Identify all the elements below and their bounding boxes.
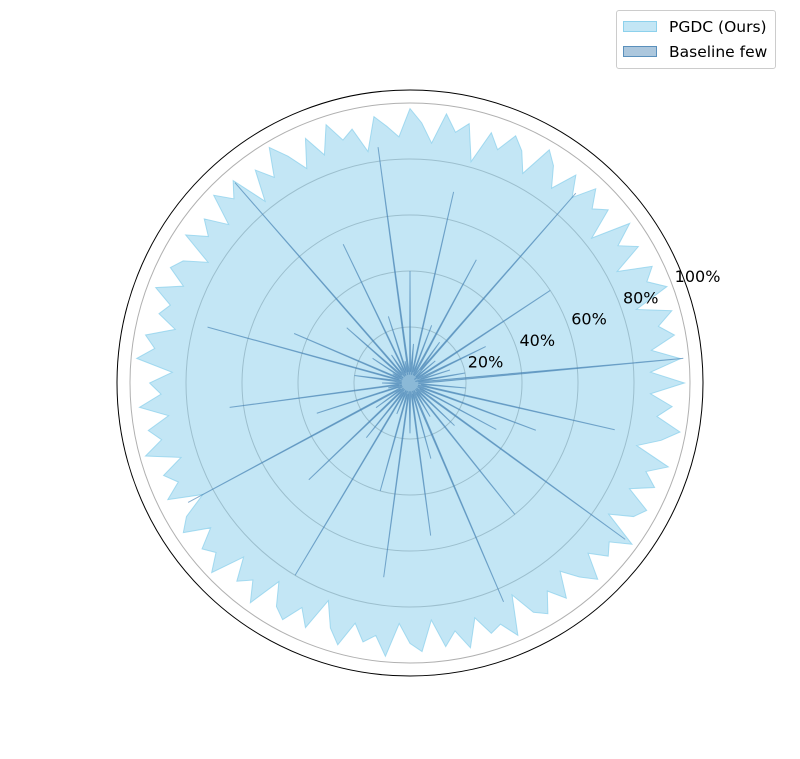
legend: PGDC (Ours) Baseline few xyxy=(616,10,777,69)
legend-label-baseline: Baseline few xyxy=(669,42,768,61)
legend-item-pgdc: PGDC (Ours) xyxy=(623,14,767,39)
legend-item-baseline: Baseline few xyxy=(623,39,767,64)
grid-circle-5 xyxy=(129,102,691,664)
legend-label-pgdc: PGDC (Ours) xyxy=(669,17,767,36)
r-tick-label-1: 20% xyxy=(468,353,504,372)
legend-swatch-pgdc xyxy=(623,21,657,32)
r-tick-label-5: 100% xyxy=(675,267,721,286)
series-area-baseline xyxy=(187,147,684,603)
r-tick-label-2: 40% xyxy=(519,331,555,350)
r-tick-label-3: 60% xyxy=(571,310,607,329)
series-area-pgdc xyxy=(135,107,687,658)
r-tick-label-4: 80% xyxy=(623,288,659,307)
legend-swatch-baseline xyxy=(623,46,657,57)
polar-frame xyxy=(116,89,704,677)
